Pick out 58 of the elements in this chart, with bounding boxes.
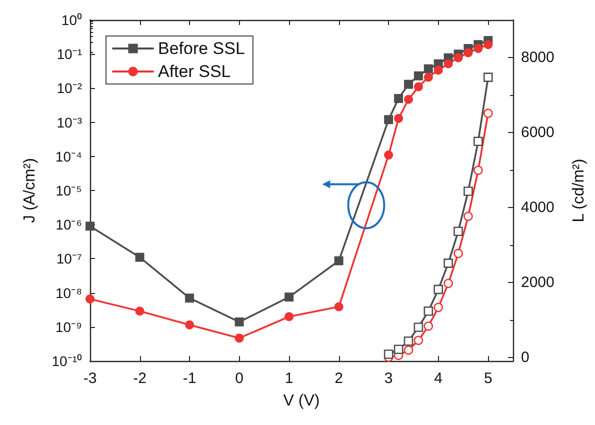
y2-axis-title: L (cd/m²) [570, 158, 588, 222]
point [404, 94, 413, 104]
x-tick-label: -3 [83, 370, 97, 387]
y-tick-label: 10⁻³ [56, 114, 82, 130]
point [394, 94, 404, 103]
y-tick-label: 10⁻⁶ [56, 216, 82, 233]
point [284, 312, 294, 322]
point [334, 302, 344, 312]
x-tick-label: 0 [235, 370, 244, 387]
point [234, 317, 244, 326]
point [474, 44, 483, 53]
x-tick-label: -2 [133, 370, 146, 387]
x-tick-label: 5 [484, 370, 492, 387]
x-tick-label: 2 [334, 370, 343, 387]
y2-tick-label: 6000 [521, 124, 554, 141]
x-axis-title: V (V) [283, 392, 320, 410]
point [384, 150, 394, 160]
legend-label: After SSL [158, 62, 231, 81]
y-tick-label: 10⁻⁵ [56, 182, 82, 198]
y-tick-label: 10⁻⁷ [56, 250, 82, 267]
legend-label: Before SSL [158, 39, 245, 58]
y-tick-label: 10⁻¹⁰ [52, 353, 82, 369]
x-tick-label: -1 [182, 370, 196, 387]
point [404, 80, 413, 89]
point [434, 66, 443, 75]
y-tick-label: 10⁻⁴ [55, 148, 82, 164]
point [484, 40, 493, 50]
x-tick-label: 1 [284, 370, 294, 387]
point [135, 306, 144, 316]
x-tick-label: 3 [384, 370, 393, 387]
y-tick-label: 10⁻¹ [56, 46, 82, 62]
point [414, 82, 423, 92]
x-tick-label: 4 [434, 370, 443, 387]
point [424, 64, 433, 74]
point [444, 59, 453, 68]
y2-tick-label: 2000 [521, 274, 554, 291]
point [234, 334, 244, 343]
y-tick-label: 10⁻⁸ [56, 284, 82, 301]
point [464, 48, 473, 58]
point [86, 222, 94, 231]
point [454, 53, 463, 62]
y-axis-title: J (A/cm²) [22, 158, 38, 223]
point [424, 72, 433, 82]
point [86, 294, 94, 304]
point [185, 320, 194, 330]
point [414, 71, 423, 80]
point [284, 292, 294, 302]
y-tick-label: 10⁻⁹ [55, 318, 82, 335]
y2-tick-label: 8000 [521, 48, 554, 66]
y-tick-label: 10⁻² [56, 80, 82, 96]
point [394, 114, 404, 123]
y2-tick-label: 0 [521, 348, 530, 366]
point [135, 252, 144, 262]
point [334, 256, 344, 266]
y2-tick-label: 4000 [521, 198, 554, 216]
point [185, 294, 194, 303]
y-tick-label: 10⁰ [61, 12, 82, 28]
point [384, 115, 394, 124]
